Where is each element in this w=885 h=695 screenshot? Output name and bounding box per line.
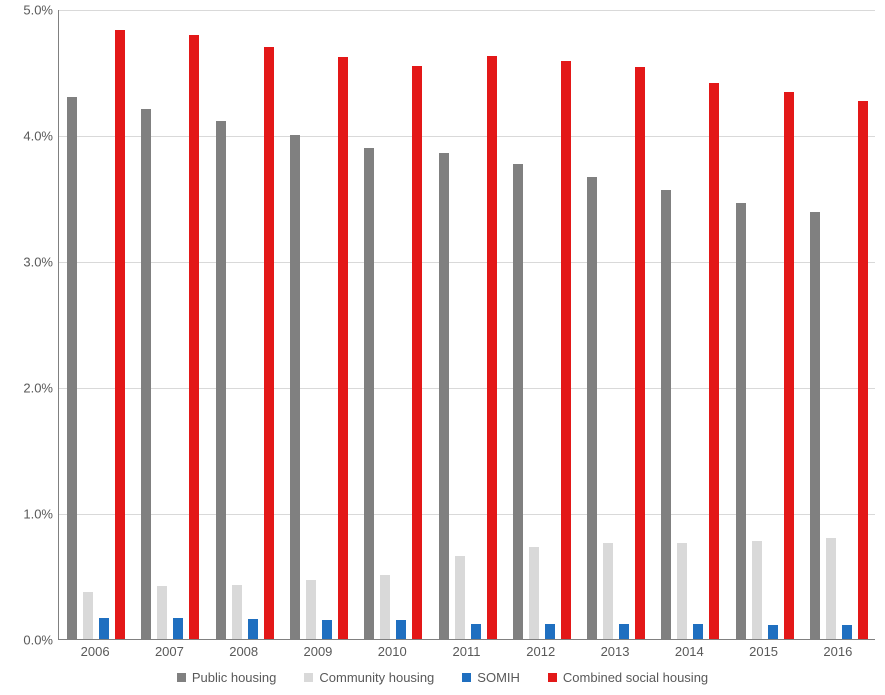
bar-community-housing: [826, 538, 836, 639]
bar-community-housing: [83, 592, 93, 639]
legend-swatch: [177, 673, 186, 682]
bar-somih: [842, 625, 852, 639]
char-chart: Public housing Community housing SOMIH Comb…: [0, 0, 885, 695]
x-tick-label: 2012: [526, 644, 555, 659]
legend-label: Public housing: [192, 670, 277, 685]
x-tick-label: 2009: [303, 644, 332, 659]
gridline: [59, 388, 875, 389]
legend-label: Community housing: [319, 670, 434, 685]
bar-public-housing: [364, 148, 374, 639]
gridline: [59, 514, 875, 515]
bar-public-housing: [736, 203, 746, 639]
bar-public-housing: [141, 109, 151, 639]
legend-item: Combined social housing: [548, 670, 708, 685]
bar-combined-social-housing: [635, 67, 645, 639]
bar-somih: [471, 624, 481, 639]
bar-community-housing: [752, 541, 762, 639]
bar-somih: [396, 620, 406, 639]
gridline: [59, 136, 875, 137]
legend-item: Community housing: [304, 670, 434, 685]
bar-combined-social-housing: [338, 57, 348, 639]
bar-public-housing: [587, 177, 597, 639]
y-tick-label: 5.0%: [8, 3, 53, 18]
bar-combined-social-housing: [115, 30, 125, 639]
y-tick-label: 1.0%: [8, 507, 53, 522]
bar-combined-social-housing: [784, 92, 794, 639]
bar-combined-social-housing: [858, 101, 868, 639]
x-tick-label: 2015: [749, 644, 778, 659]
y-tick-label: 3.0%: [8, 255, 53, 270]
x-tick-label: 2014: [675, 644, 704, 659]
gridline: [59, 10, 875, 11]
legend-swatch: [462, 673, 471, 682]
bar-combined-social-housing: [487, 56, 497, 639]
bar-community-housing: [603, 543, 613, 639]
legend-item: Public housing: [177, 670, 277, 685]
bar-somih: [693, 624, 703, 639]
x-tick-label: 2008: [229, 644, 258, 659]
legend-swatch: [304, 673, 313, 682]
x-tick-label: 2010: [378, 644, 407, 659]
bar-public-housing: [216, 121, 226, 639]
bar-somih: [545, 624, 555, 639]
bar-somih: [322, 620, 332, 639]
bar-combined-social-housing: [189, 35, 199, 639]
bar-public-housing: [67, 97, 77, 639]
x-tick-label: 2011: [453, 644, 481, 659]
bar-somih: [768, 625, 778, 639]
bar-somih: [173, 618, 183, 639]
y-tick-label: 4.0%: [8, 129, 53, 144]
y-tick-label: 0.0%: [8, 633, 53, 648]
bar-community-housing: [529, 547, 539, 639]
bar-combined-social-housing: [264, 47, 274, 639]
bar-public-housing: [810, 212, 820, 639]
legend-label: SOMIH: [477, 670, 520, 685]
plot-area: [58, 10, 875, 640]
legend-label: Combined social housing: [563, 670, 708, 685]
y-tick-label: 2.0%: [8, 381, 53, 396]
gridline: [59, 262, 875, 263]
legend: Public housing Community housing SOMIH Comb…: [0, 670, 885, 685]
x-tick-label: 2007: [155, 644, 184, 659]
x-tick-label: 2006: [81, 644, 110, 659]
bar-somih: [248, 619, 258, 639]
bar-community-housing: [157, 586, 167, 639]
bar-public-housing: [290, 135, 300, 639]
bar-community-housing: [455, 556, 465, 639]
bar-community-housing: [677, 543, 687, 639]
bar-public-housing: [439, 153, 449, 639]
bar-combined-social-housing: [561, 61, 571, 639]
bar-community-housing: [306, 580, 316, 639]
bar-community-housing: [380, 575, 390, 639]
bar-public-housing: [513, 164, 523, 639]
bar-somih: [99, 618, 109, 639]
x-tick-label: 2016: [823, 644, 852, 659]
bar-combined-social-housing: [709, 83, 719, 639]
bar-somih: [619, 624, 629, 639]
legend-swatch: [548, 673, 557, 682]
bar-public-housing: [661, 190, 671, 639]
bar-combined-social-housing: [412, 66, 422, 639]
legend-item: SOMIH: [462, 670, 520, 685]
bar-community-housing: [232, 585, 242, 639]
x-tick-label: 2013: [601, 644, 630, 659]
